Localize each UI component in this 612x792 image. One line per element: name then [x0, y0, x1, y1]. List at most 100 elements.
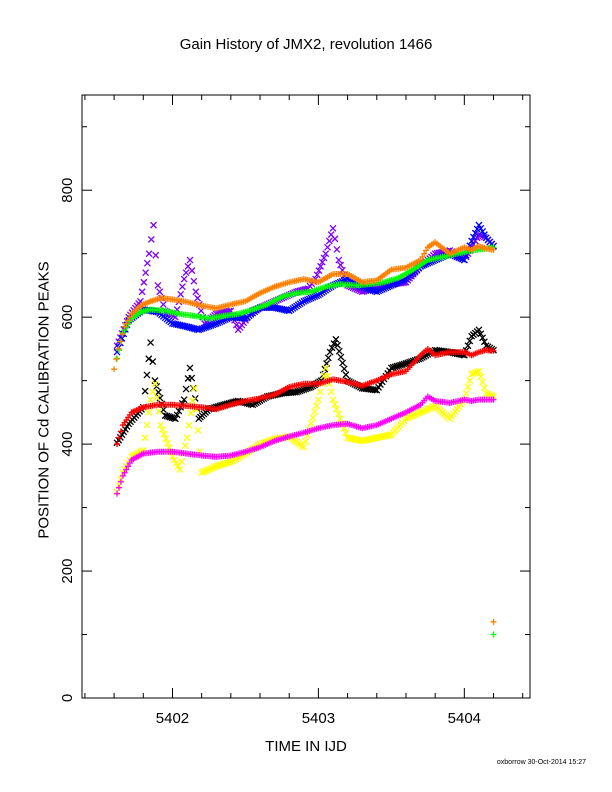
data-point: [334, 341, 342, 349]
data-point: [194, 426, 202, 434]
data-point: [479, 378, 487, 386]
x-axis-label: TIME IN IJD: [265, 738, 347, 755]
data-point: [475, 367, 483, 375]
data-point: [490, 618, 497, 625]
data-point: [317, 262, 325, 270]
data-point: [373, 288, 381, 296]
data-point: [145, 355, 153, 363]
data-point: [216, 318, 224, 326]
data-point: [123, 466, 130, 473]
data-point: [340, 365, 348, 373]
data-point: [188, 267, 196, 275]
data-point: [149, 358, 157, 366]
data-point: [490, 246, 497, 253]
data-point: [490, 347, 497, 354]
data-point: [305, 295, 313, 303]
data-point: [159, 301, 167, 308]
data-point: [210, 463, 218, 471]
data-point: [173, 411, 181, 419]
plot-frame: [81, 94, 531, 699]
data-point: [159, 426, 166, 434]
data-point: [418, 408, 426, 416]
data-point: [212, 320, 220, 327]
data-point: [142, 269, 150, 277]
data-point: [114, 441, 121, 448]
data-point: [386, 282, 394, 290]
data-point: [176, 466, 184, 473]
data-point: [126, 314, 133, 321]
data-point: [194, 294, 202, 302]
data-point: [182, 269, 190, 277]
data-point: [469, 233, 477, 241]
data-point: [209, 464, 217, 472]
y-tick-label: 200: [59, 559, 76, 584]
data-point: [468, 237, 476, 245]
data-point: [482, 389, 490, 397]
data-point: [225, 458, 233, 466]
data-point: [329, 224, 337, 232]
data-point: [188, 374, 196, 382]
data-point: [333, 405, 341, 413]
data-point: [302, 437, 310, 445]
data-point: [380, 285, 388, 293]
y-tick-label: 0: [59, 694, 76, 702]
data-point: [113, 356, 120, 363]
data-point: [315, 267, 323, 275]
data-point: [376, 286, 384, 294]
data-point: [324, 243, 331, 251]
data-point: [162, 435, 170, 443]
series-6: [114, 345, 497, 448]
data-point: [147, 396, 155, 404]
data-point: [337, 353, 345, 361]
data-point: [126, 460, 133, 467]
data-point: [185, 421, 193, 429]
data-point: [171, 415, 179, 423]
data-point: [124, 317, 131, 324]
data-point: [140, 278, 148, 286]
footer-stamp: oxborrow 30-Oct-2014 15:27: [496, 759, 586, 766]
series-7: [114, 393, 497, 497]
data-point: [469, 370, 477, 377]
data-point: [160, 430, 168, 438]
data-point: [313, 402, 321, 410]
data-point: [420, 407, 428, 415]
data-point: [121, 323, 128, 330]
data-point: [150, 221, 157, 229]
data-point: [336, 415, 344, 423]
data-point: [464, 342, 472, 350]
data-point: [311, 293, 319, 300]
data-point: [480, 384, 488, 392]
data-point: [415, 409, 423, 417]
data-point: [329, 396, 337, 404]
series-8: [490, 618, 497, 625]
data-point: [147, 235, 155, 243]
data-point: [371, 386, 379, 394]
data-point: [332, 335, 340, 343]
data-point: [309, 293, 317, 301]
data-point: [477, 373, 485, 381]
data-point: [300, 297, 308, 305]
data-point: [335, 347, 343, 355]
data-point: [117, 338, 124, 345]
data-point: [475, 326, 483, 334]
data-point: [322, 250, 330, 258]
data-point: [384, 283, 392, 291]
data-point: [154, 281, 162, 289]
data-point: [457, 254, 465, 262]
data-point: [307, 420, 315, 427]
data-point: [147, 339, 155, 347]
data-point: [157, 421, 165, 429]
data-point: [138, 288, 146, 296]
data-point: [375, 287, 383, 295]
data-point: [313, 271, 321, 279]
data-point: [406, 413, 414, 421]
data-point: [479, 334, 487, 342]
data-point: [477, 330, 485, 338]
data-point: [342, 429, 350, 437]
data-point: [417, 408, 425, 416]
data-point: [386, 431, 394, 439]
x-tick-label: 5402: [156, 710, 189, 727]
data-point: [153, 394, 161, 402]
data-point: [164, 439, 171, 447]
y-axis-label: POSITION OF Cd CALIBRATION PEAKS: [35, 261, 53, 539]
